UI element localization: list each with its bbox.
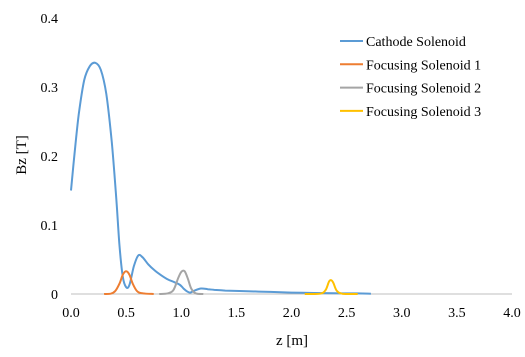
legend-label-focusing-solenoid-1: Focusing Solenoid 1 <box>366 58 481 73</box>
y-tick-label: 0 <box>51 288 58 303</box>
x-axis-title: z [m] <box>276 333 308 349</box>
legend-label-focusing-solenoid-2: Focusing Solenoid 2 <box>366 82 481 97</box>
series-line-cathode-solenoid <box>70 61 371 295</box>
x-tick-label: 2.0 <box>283 306 301 321</box>
series-line-focusing-solenoid-2 <box>159 269 204 295</box>
x-tick-label: 1.5 <box>228 306 246 321</box>
x-tick-label: 1.0 <box>173 306 191 321</box>
axes: 0.0 0.5 1.0 1.5 2.0 2.5 3.0 3.5 4.0 0 0.1 0.2 0.3 0.4 <box>41 12 521 321</box>
y-tick-label: 0.3 <box>41 81 59 96</box>
y-tick-label: 0.4 <box>41 12 59 27</box>
x-tick-label: 3.0 <box>393 306 411 321</box>
series-line-focusing-solenoid-3 <box>304 279 358 296</box>
legend: Cathode Solenoid Focusing Solenoid 1 Focus… <box>340 35 481 120</box>
legend-label-cathode-solenoid: Cathode Solenoid <box>366 35 466 50</box>
x-tick-label: 0.0 <box>62 306 80 321</box>
x-tick-label: 3.5 <box>448 306 466 321</box>
series-layer <box>70 61 371 296</box>
y-tick-label: 0.2 <box>41 150 59 165</box>
x-tick-label: 0.5 <box>117 306 135 321</box>
x-tick-label: 4.0 <box>503 306 521 321</box>
series-line-focusing-solenoid-1 <box>104 270 154 295</box>
legend-label-focusing-solenoid-3: Focusing Solenoid 3 <box>366 105 481 120</box>
y-axis-title: Bz [T] <box>14 135 30 175</box>
y-tick-label: 0.1 <box>41 219 59 234</box>
x-tick-label: 2.5 <box>338 306 356 321</box>
